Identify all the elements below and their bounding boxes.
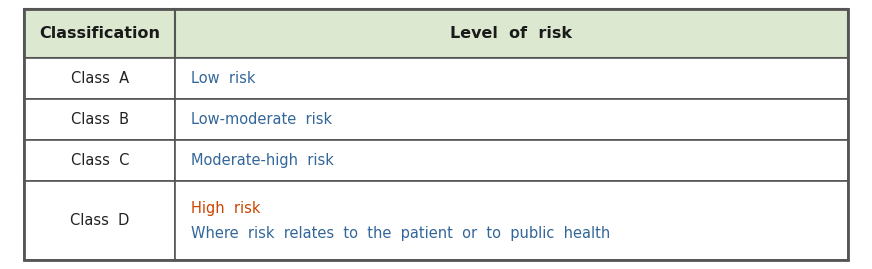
Bar bbox=[24, 99, 175, 140]
Text: Class  D: Class D bbox=[70, 213, 129, 228]
Bar bbox=[24, 140, 175, 180]
Bar bbox=[175, 140, 848, 180]
Bar bbox=[24, 58, 175, 99]
Text: High  risk: High risk bbox=[191, 201, 260, 216]
Bar bbox=[175, 99, 848, 140]
Text: Class  B: Class B bbox=[71, 112, 129, 127]
Text: Class  A: Class A bbox=[71, 71, 129, 86]
Text: Low  risk: Low risk bbox=[191, 71, 255, 86]
Bar bbox=[175, 180, 848, 260]
Text: Where  risk  relates  to  the  patient  or  to  public  health: Where risk relates to the patient or to … bbox=[191, 226, 610, 242]
Bar bbox=[24, 9, 175, 58]
Bar bbox=[175, 58, 848, 99]
Text: Low-moderate  risk: Low-moderate risk bbox=[191, 112, 332, 127]
Bar bbox=[175, 9, 848, 58]
Text: Classification: Classification bbox=[39, 26, 160, 41]
Text: Class  C: Class C bbox=[71, 153, 129, 168]
Bar bbox=[24, 180, 175, 260]
Text: Moderate-high  risk: Moderate-high risk bbox=[191, 153, 334, 168]
Text: Level  of  risk: Level of risk bbox=[450, 26, 572, 41]
